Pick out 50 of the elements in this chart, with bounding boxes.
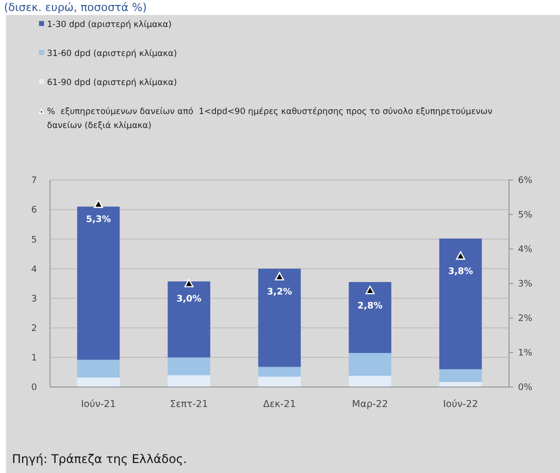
y2-tick-label: 0% [518,383,533,394]
y-tick-label: 0 [31,383,38,394]
bar [168,281,210,358]
data-label: 5,3% [86,215,111,226]
legend-label: 31-60 dpd (αριστερή κλίμακα) [47,49,177,59]
point [365,286,375,294]
y2-tick-label: 1% [518,348,533,359]
bar [258,376,301,387]
y-tick-label: 2 [31,324,37,334]
bar [168,375,210,387]
x-tick-label: Ιούν-21 [80,399,116,410]
y2-tick-label: 2% [518,314,533,324]
y2-tick-label: 3% [518,280,533,290]
bar [439,369,482,382]
y-tick-label: 1 [31,354,37,364]
y-tick-label: 4 [31,264,38,275]
bar [77,378,120,387]
chart-subtitle: (δισεκ. ευρώ, ποσοστά %) [4,1,147,14]
x-tick-label: Σεπτ-21 [170,399,208,410]
y-tick-label: 5 [31,235,37,246]
point [184,278,194,288]
data-label: 3,8% [448,266,474,277]
data-label: 3,0% [176,294,202,304]
legend-label: % εξυπηρετούμενων δανείων από 1<dpd<90 ημέρες καθυστέρησης προς το σύνολο εξυπηρετούμενων δανείων (δεξιά κλίμακα) [47,107,493,131]
bar [348,282,392,353]
bar [168,357,210,376]
y-tick-label: 7 [31,176,37,186]
y2-tick-label: 4% [518,245,533,256]
bar [348,352,392,376]
x-tick-label: Δεκ-21 [263,399,296,410]
y2-tick-label: 6% [518,176,533,186]
point [456,251,466,260]
point [94,200,104,208]
y-tick-label: 3 [31,294,37,304]
data-label: 3,2% [267,288,292,298]
y-tick-label: 6 [31,206,38,216]
point [274,272,284,280]
bar [258,366,301,377]
data-label: 2,8% [358,301,383,312]
bar [439,238,482,370]
bar [258,268,301,367]
legend-label: 1-30 dpd (αριστερή κλίμακα) [47,20,172,30]
legend-label: 61-90 dpd (αριστερή κλίμακα) [47,78,177,88]
x-tick-label: Μαρ-22 [352,399,388,410]
bar [77,360,120,378]
y2-tick-label: 5% [518,210,533,221]
bar [348,376,392,387]
x-tick-label: Ιούν-22 [443,399,478,410]
text: Πηγή: Τράπεζα της Ελλάδος. [12,452,187,466]
bar [77,206,120,360]
